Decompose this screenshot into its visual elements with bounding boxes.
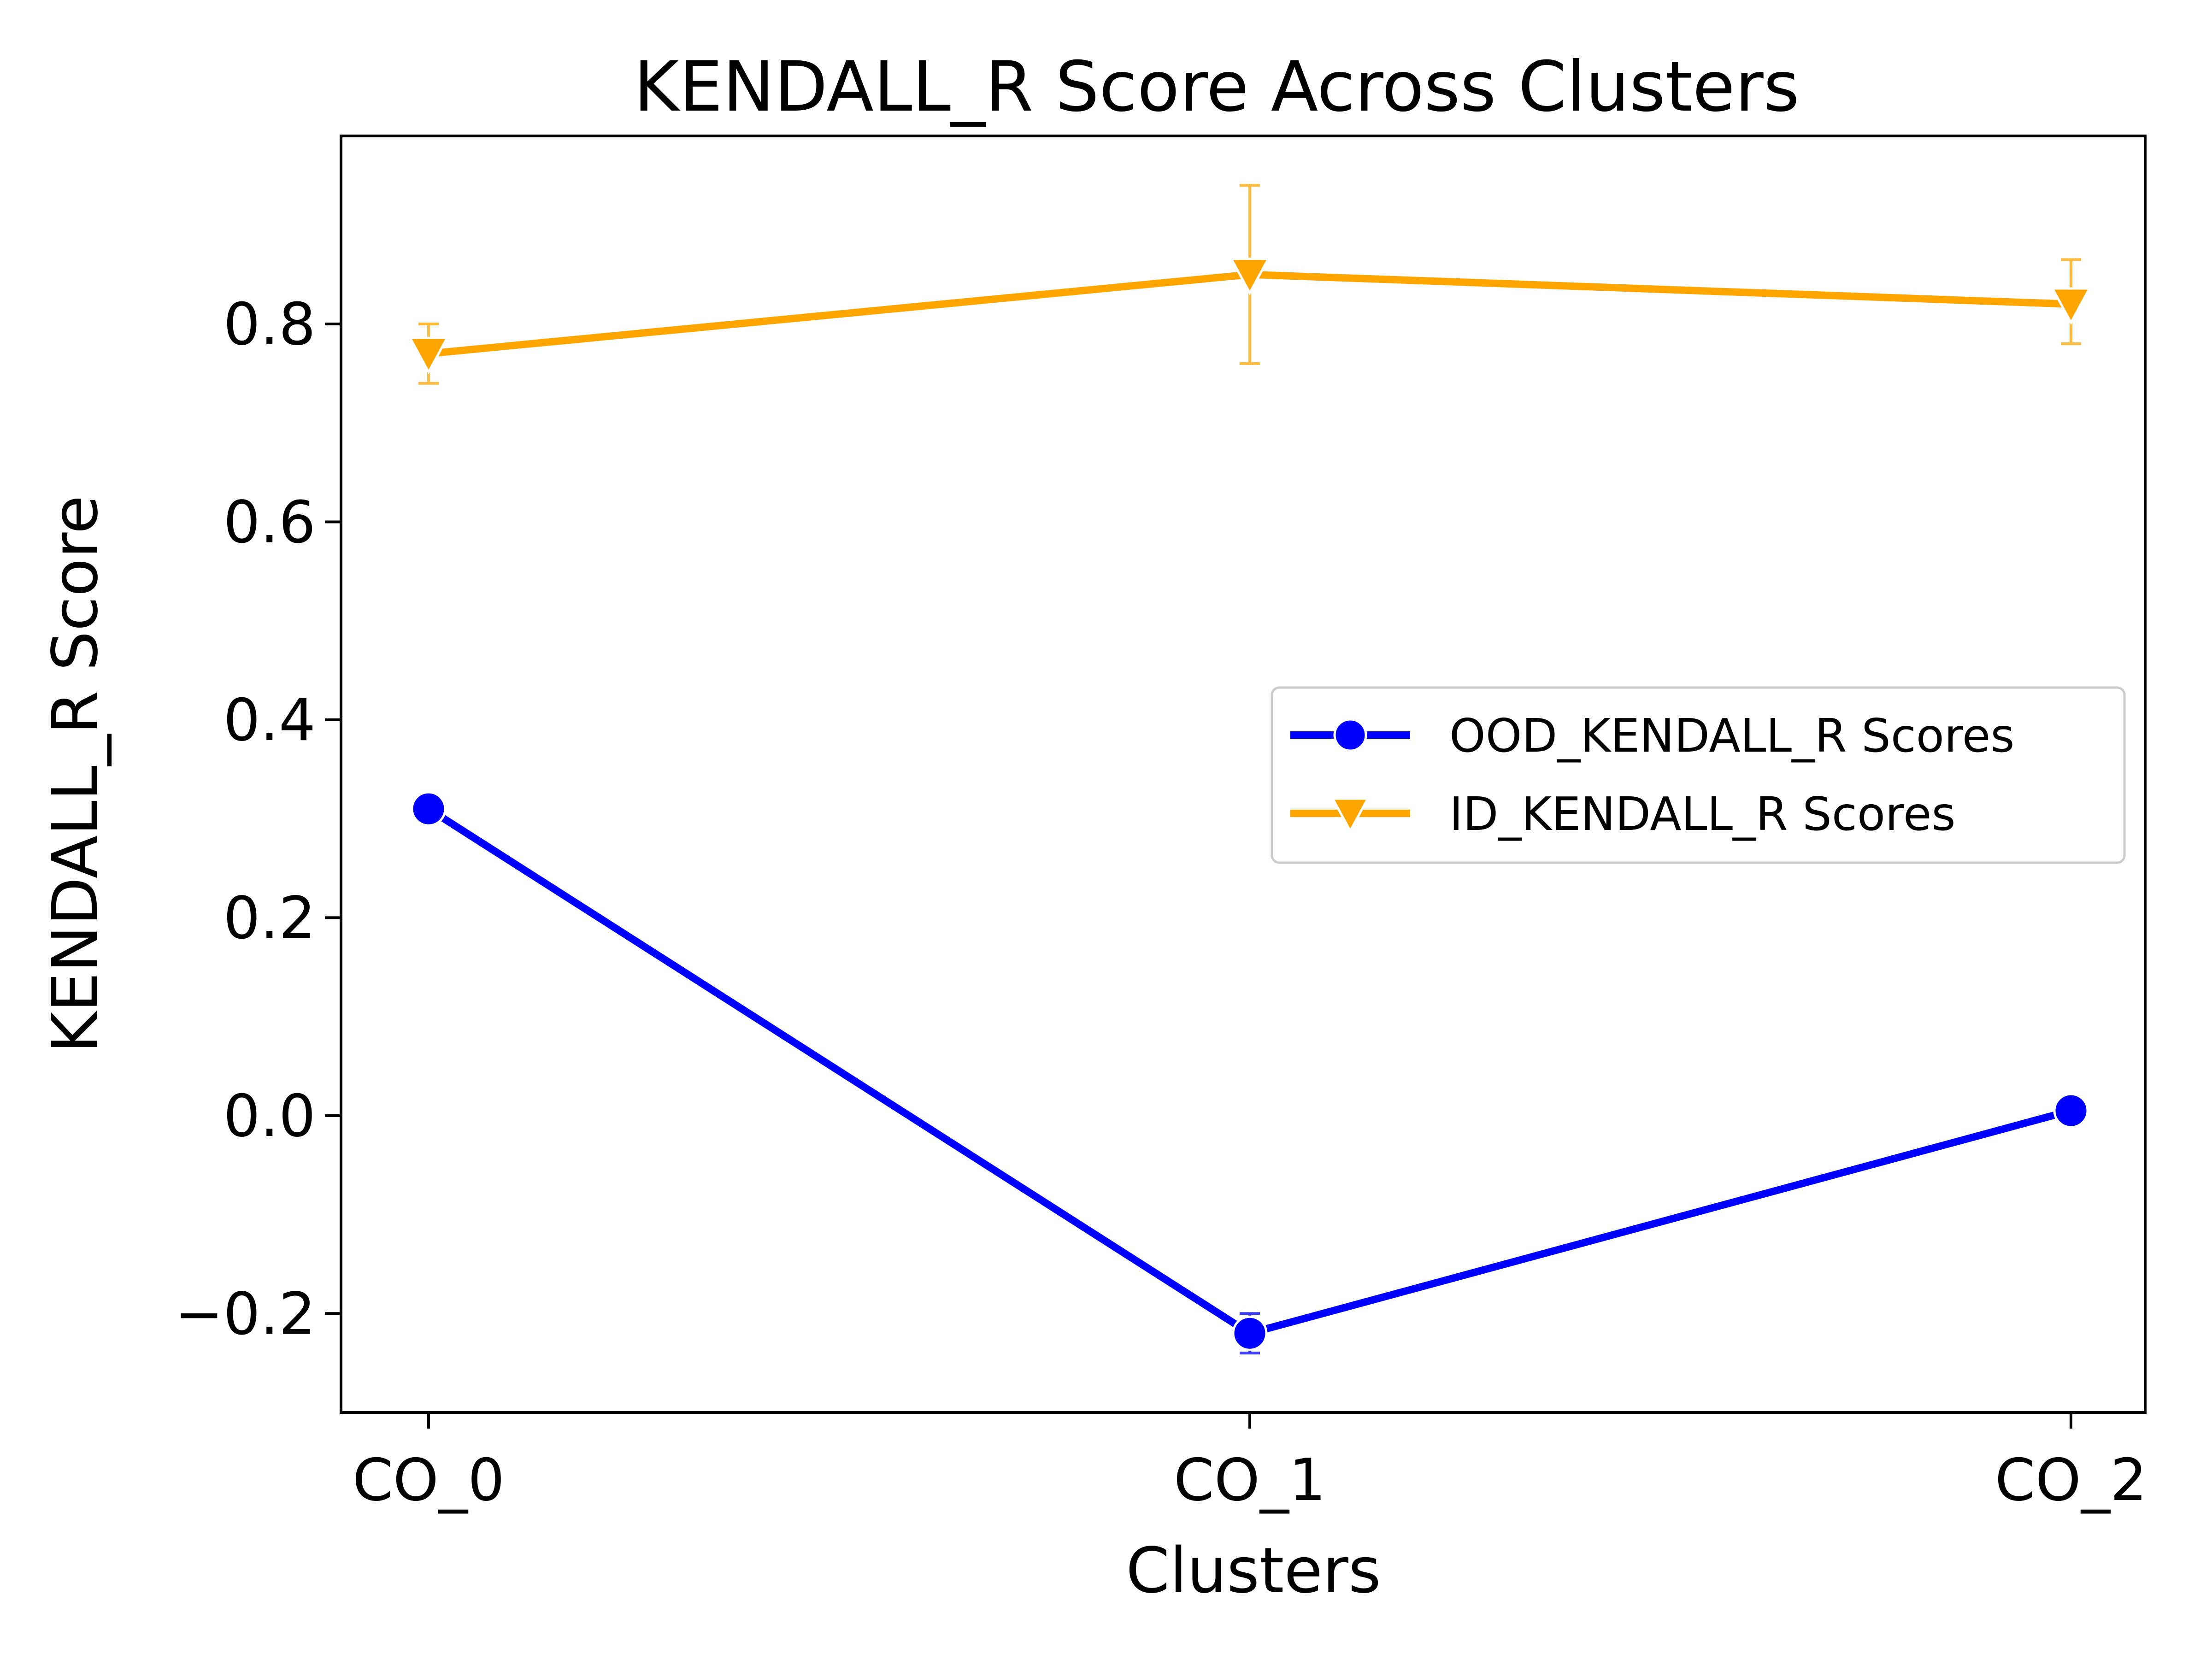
legend-label: OOD_KENDALL_R Scores: [1449, 709, 2015, 763]
legend-label: ID_KENDALL_R Scores: [1449, 787, 1956, 841]
series-line: [426, 806, 2072, 1337]
data-point: [1229, 258, 1271, 295]
series-ood: [411, 791, 2089, 1355]
legend-frame: [1271, 686, 2126, 864]
y-tick-label: 0.2: [224, 884, 316, 952]
y-tick-label: 0.4: [224, 686, 316, 754]
legend: OOD_KENDALL_R Scores ID_KENDALL_R Scores: [1271, 686, 2126, 864]
data-point: [2053, 1093, 2089, 1129]
x-tick-label: CO_0: [353, 1446, 505, 1514]
x-tick-label: CO_2: [1995, 1446, 2147, 1514]
x-tick-label: CO_1: [1174, 1446, 1326, 1514]
data-point: [408, 336, 449, 375]
data-point: [2050, 287, 2092, 325]
legend-entry: OOD_KENDALL_R Scores: [1290, 709, 2015, 763]
series-id: [408, 184, 2092, 385]
legend-entry: ID_KENDALL_R Scores: [1290, 787, 1956, 841]
chart-title: KENDALL_R Score Across Clusters: [634, 47, 1800, 127]
x-axis-label: Clusters: [1126, 1535, 1381, 1607]
y-tick-label: −0.2: [175, 1280, 316, 1347]
legend-marker: [1330, 797, 1370, 834]
legend-marker: [1333, 718, 1367, 752]
series-layer: [408, 184, 2092, 1355]
plot-area-frame: [340, 135, 2147, 1414]
data-point: [1232, 1315, 1268, 1351]
y-tick-label: 0.6: [224, 488, 316, 556]
data-point: [411, 791, 447, 827]
y-axis-label: KENDALL_R Score: [39, 495, 112, 1053]
y-tick-label: 0.0: [224, 1082, 316, 1150]
y-axis: −0.2 0.0 0.2 0.4 0.6 0.8: [175, 290, 341, 1347]
x-axis: CO_0 CO_1 CO_2: [353, 1412, 2147, 1514]
y-tick-label: 0.8: [224, 290, 316, 358]
